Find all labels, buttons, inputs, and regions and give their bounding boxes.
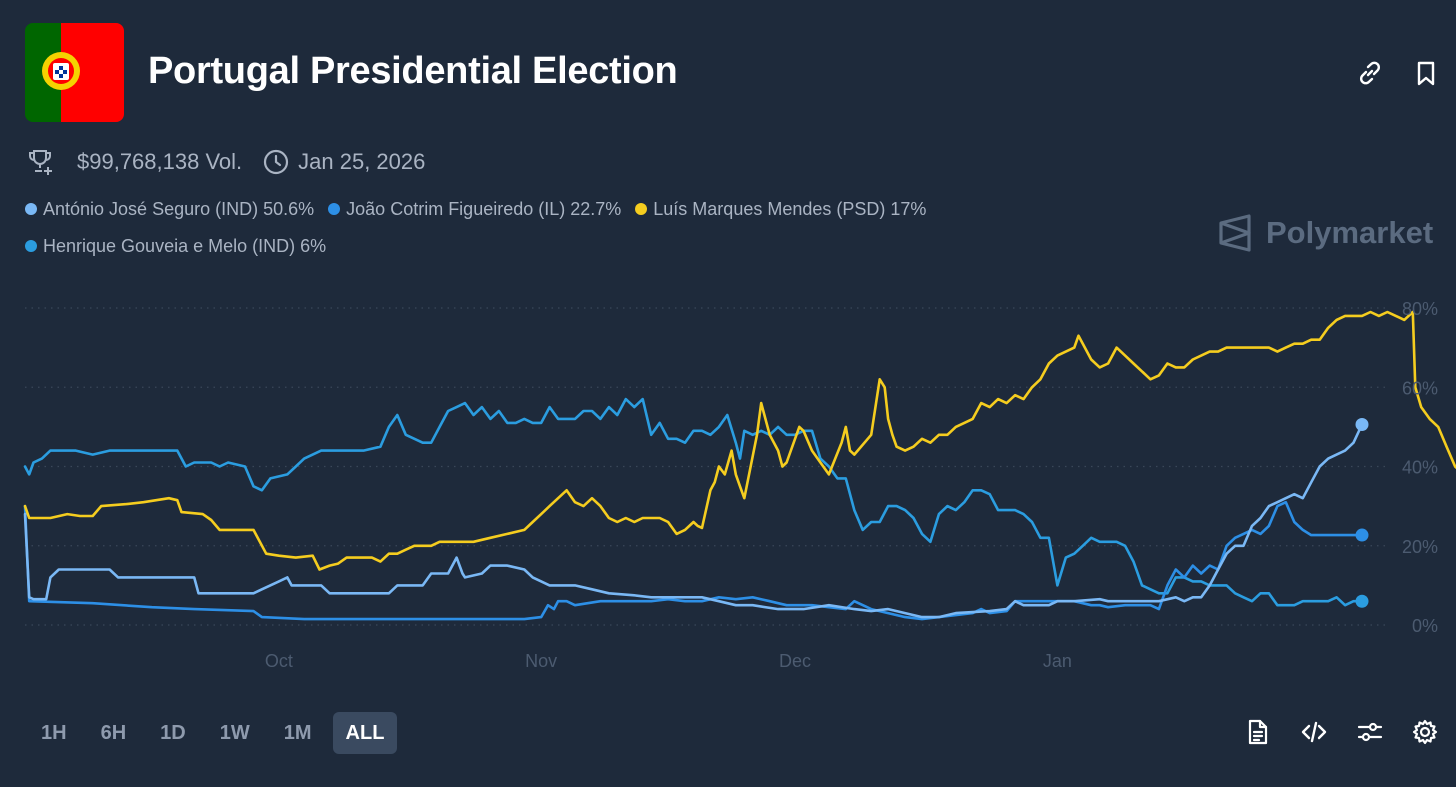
legend-item: António José Seguro (IND) 50.6% [25, 199, 314, 220]
polymarket-brand: Polymarket [1218, 212, 1433, 254]
trophy-icon [25, 146, 57, 178]
range-1w-button[interactable]: 1W [219, 721, 250, 744]
legend-dot [328, 203, 341, 215]
series-line-luis [23, 310, 1456, 571]
chart-legend: António José Seguro (IND) 50.6% João Cot… [25, 196, 1205, 270]
legend-item: João Cotrim Figueiredo (IL) 22.7% [328, 199, 621, 220]
link-icon[interactable] [1355, 58, 1385, 88]
legend-item: Luís Marques Mendes (PSD) 17% [635, 199, 926, 220]
series-end-dot-joao [1355, 528, 1369, 542]
x-tick-label: Dec [779, 651, 811, 671]
y-tick-label: 60% [1402, 378, 1438, 398]
end-date-text: Jan 25, 2026 [298, 149, 426, 174]
series-line-henrique [23, 397, 1364, 607]
clock-icon [260, 146, 292, 178]
y-tick-label: 0% [1412, 616, 1438, 636]
volume-text: $99,768,138 Vol. [77, 149, 243, 174]
legend-item: Henrique Gouveia e Melo (IND) 6% [25, 236, 326, 257]
gear-icon[interactable] [1409, 716, 1441, 748]
legend-label: Henrique Gouveia e Melo (IND) 6% [43, 235, 327, 256]
legend-label: João Cotrim Figueiredo (IL) 22.7% [346, 198, 622, 219]
brand-name: Polymarket [1266, 215, 1434, 250]
price-history-chart: 0% 20% 40% 60% 80% Oct Nov Dec Jan [23, 299, 1456, 671]
legend-label: António José Seguro (IND) 50.6% [43, 198, 315, 219]
market-meta: $99,768,138 Vol. Jan 25, 2026 [25, 144, 425, 180]
y-tick-label: 20% [1402, 537, 1438, 557]
range-6h-button[interactable]: 6H [100, 721, 127, 744]
series-line-antonio [23, 423, 1364, 619]
polymarket-logo-icon [1219, 214, 1251, 252]
legend-dot [25, 203, 37, 215]
bookmark-icon[interactable] [1411, 58, 1441, 88]
range-1h-button[interactable]: 1H [41, 721, 67, 744]
y-tick-label: 80% [1402, 299, 1438, 319]
series-end-dot-henrique [1355, 594, 1369, 608]
legend-dot [25, 240, 37, 252]
y-tick-label: 40% [1402, 458, 1438, 478]
legend-label: Luís Marques Mendes (PSD) 17% [653, 198, 927, 219]
portugal-flag-icon [25, 23, 124, 122]
range-1m-button[interactable]: 1M [283, 721, 312, 744]
document-icon[interactable] [1242, 716, 1274, 748]
range-all-button[interactable]: ALL [332, 712, 398, 754]
page-title: Portugal Presidential Election [148, 50, 678, 92]
range-1d-button[interactable]: 1D [160, 721, 186, 744]
legend-dot [635, 203, 648, 215]
x-tick-label: Nov [525, 651, 557, 671]
sliders-icon[interactable] [1354, 716, 1386, 748]
x-tick-label: Jan [1043, 651, 1072, 671]
code-icon[interactable] [1298, 716, 1330, 748]
x-tick-label: Oct [265, 651, 293, 671]
series-end-dot-antonio [1355, 417, 1369, 431]
time-range-selector: 1H 6H 1D 1W 1M ALL [28, 712, 405, 754]
